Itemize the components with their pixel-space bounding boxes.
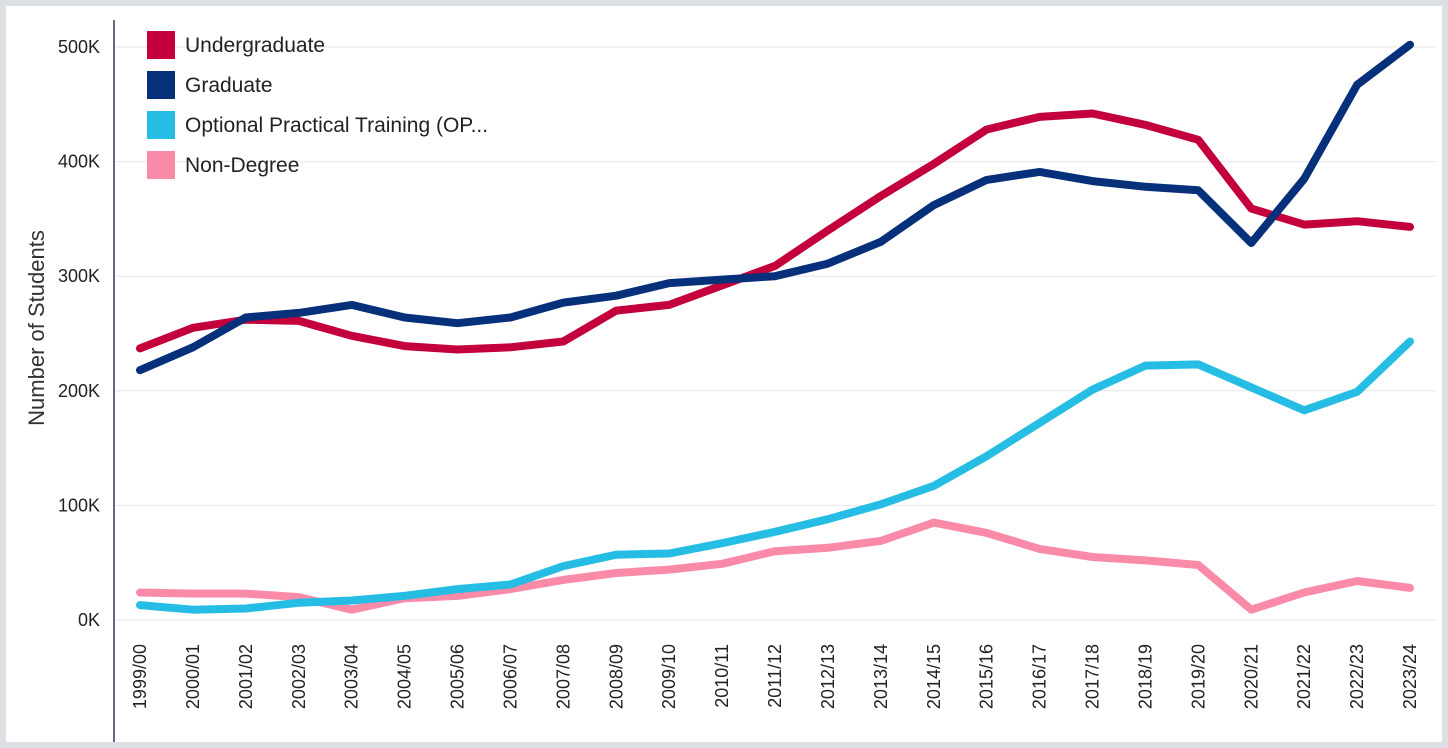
legend-swatch <box>147 111 175 139</box>
x-tick-label: 2007/08 <box>553 644 573 709</box>
series-line-graduate <box>136 40 1414 375</box>
legend-label: Optional Practical Training (OP... <box>185 114 488 137</box>
x-tick-label: 2012/13 <box>818 644 838 709</box>
legend-label: Non-Degree <box>185 154 299 177</box>
x-tick-label: 2023/24 <box>1400 644 1420 709</box>
legend-swatch <box>147 151 175 179</box>
x-tick-label: 2003/04 <box>342 644 362 709</box>
x-tick-label: 1999/00 <box>130 644 150 709</box>
legend-swatch <box>147 31 175 59</box>
x-tick-label: 2021/22 <box>1294 644 1314 709</box>
x-tick-label: 2004/05 <box>395 644 415 709</box>
y-tick-label: 100K <box>58 495 100 515</box>
series-lines <box>136 40 1414 614</box>
y-axis-title: Number of Students <box>24 230 49 426</box>
x-tick-label: 2017/18 <box>1083 644 1103 709</box>
x-tick-label: 2009/10 <box>659 644 679 709</box>
x-tick-label: 2001/02 <box>236 644 256 709</box>
x-tick-label: 2015/16 <box>977 644 997 709</box>
x-tick-label: 2000/01 <box>183 644 203 709</box>
y-tick-label: 0K <box>78 610 100 630</box>
line-chart: 0K 100K 200K 300K 400K 500K 1999/00 2000/01 200… <box>24 20 1436 742</box>
y-tick-label: 300K <box>58 266 100 286</box>
x-tick-label: 2020/21 <box>1241 644 1261 709</box>
x-tick-label: 2006/07 <box>500 644 520 709</box>
series-line-non-degree <box>136 518 1414 614</box>
x-tick-label: 2022/23 <box>1347 644 1367 709</box>
y-tick-label: 200K <box>58 381 100 401</box>
x-tick-label: 2018/19 <box>1135 644 1155 709</box>
chart-frame: 0K 100K 200K 300K 400K 500K 1999/00 2000/01 200… <box>6 6 1442 742</box>
x-tick-label: 2010/11 <box>712 644 732 708</box>
x-tick-label: 2008/09 <box>606 644 626 709</box>
x-tick-label: 2016/17 <box>1030 644 1050 709</box>
x-tick-label: 2014/15 <box>924 644 944 709</box>
legend: Undergraduate Graduate Optional Practical … <box>147 31 488 179</box>
x-tick-label: 2019/20 <box>1188 644 1208 709</box>
x-tick-label: 2011/12 <box>765 644 785 708</box>
y-tick-label: 400K <box>58 152 100 172</box>
series-line-undergraduate <box>136 109 1414 354</box>
series-line-optional-practical-training-op <box>136 337 1414 614</box>
x-tick-label: 2005/06 <box>448 644 468 709</box>
legend-swatch <box>147 71 175 99</box>
x-tick-label: 2002/03 <box>289 644 309 709</box>
x-tick-label: 2013/14 <box>871 644 891 709</box>
legend-label: Graduate <box>185 74 273 97</box>
legend-label: Undergraduate <box>185 34 325 57</box>
gridlines <box>114 46 1436 621</box>
x-tick-labels: 1999/00 2000/01 2001/02 2002/03 2003/04 2004/… <box>130 644 1420 709</box>
y-tick-labels: 0K 100K 200K 300K 400K 500K <box>58 37 100 630</box>
y-tick-label: 500K <box>58 37 100 57</box>
